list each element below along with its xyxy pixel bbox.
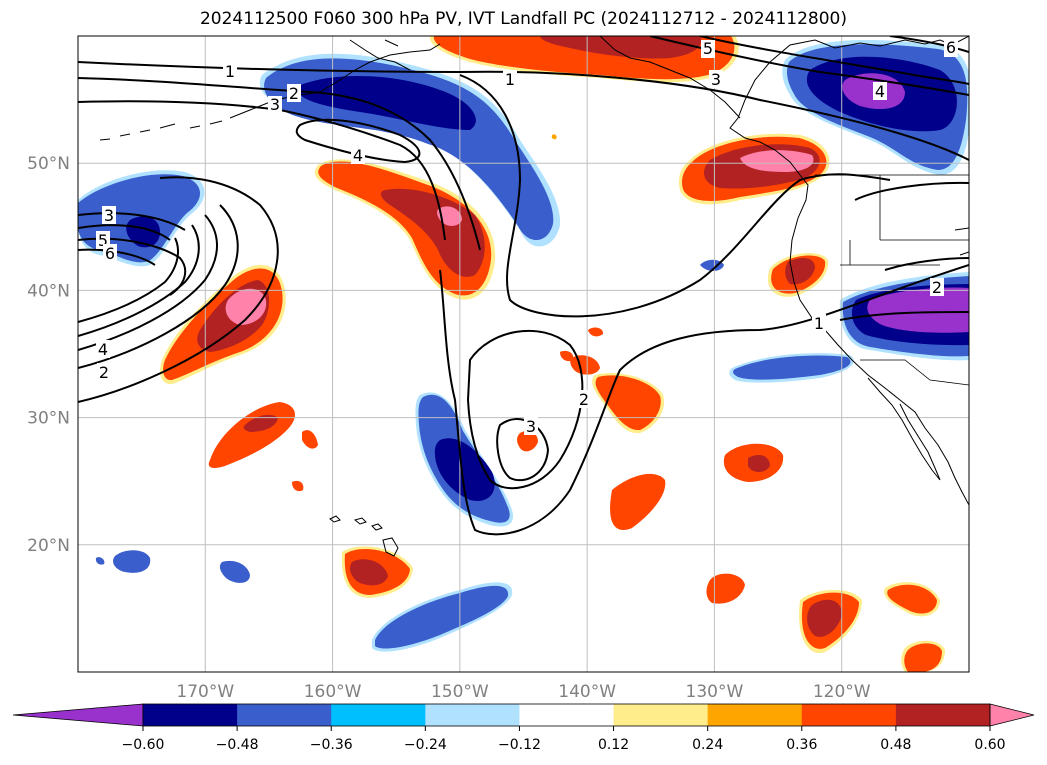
colorbar-segment xyxy=(707,704,803,726)
colorbar-tick-label: −0.36 xyxy=(310,737,353,753)
contour-label-4-north: 4 xyxy=(353,146,363,165)
contour-label-1-east: 1 xyxy=(814,314,824,333)
contour-label-4-west: 4 xyxy=(98,340,108,359)
colorbar-segment xyxy=(613,704,709,726)
map-title: 2024112500 F060 300 hPa PV, IVT Landfall… xyxy=(199,9,847,29)
contour-label-6-northeast: 6 xyxy=(946,38,956,57)
contour-label-1-north: 1 xyxy=(505,70,515,89)
colorbar-segment xyxy=(801,704,897,726)
contour-label-3-central: 3 xyxy=(526,417,536,436)
contour-label-3-west: 3 xyxy=(104,206,114,225)
negative-region-east xyxy=(729,272,969,383)
lat-tick-label: 50°N xyxy=(27,154,70,174)
contour-label-2-nw: 2 xyxy=(289,84,299,103)
positive-region-north-central xyxy=(314,159,496,300)
colorbar-tick-label: 0.60 xyxy=(974,737,1005,753)
contour-label-6-west: 6 xyxy=(105,244,115,263)
contour-label-4-northeast: 4 xyxy=(875,82,885,101)
map-frame xyxy=(77,35,970,673)
colorbar-segment xyxy=(237,704,332,726)
colorbar-tick-label: −0.48 xyxy=(216,737,259,753)
colorbar-tick-label: 0.12 xyxy=(598,737,629,753)
contour-label-2-central: 2 xyxy=(579,390,589,409)
colorbar-segment xyxy=(425,704,520,726)
contour-label-1-nw: 1 xyxy=(225,62,235,81)
pv-contour-lines xyxy=(78,36,969,536)
negative-region-north-pacific xyxy=(259,53,561,247)
lon-tick-label: 170°W xyxy=(176,682,234,702)
lon-tick-label: 160°W xyxy=(304,682,362,702)
colorbar-tick-label: −0.60 xyxy=(122,737,165,753)
positive-region-small xyxy=(208,134,945,672)
map-plot-area: 1 1 1 2 2 2 2 3 3 3 3 4 4 4 xyxy=(78,36,969,672)
contour-label-2-west: 2 xyxy=(99,363,109,382)
colorbar-tick-label: −0.24 xyxy=(404,737,447,753)
colorbar-segment xyxy=(143,704,238,726)
lon-tick-label: 130°W xyxy=(686,682,744,702)
positive-region-central xyxy=(517,327,665,452)
contour-label-3-nw: 3 xyxy=(270,95,280,114)
positive-region-east xyxy=(767,253,829,297)
colorbar: −0.60 −0.48 −0.36 −0.24 −0.12 0.12 0.24 0.36 0.4… xyxy=(12,703,1035,753)
lat-tick-label: 40°N xyxy=(27,281,70,301)
colorbar-segment xyxy=(519,704,615,726)
lon-tick-label: 120°W xyxy=(813,682,871,702)
contour-label-5-west: 5 xyxy=(98,231,108,250)
coastlines xyxy=(99,36,969,557)
contour-label-2-east: 2 xyxy=(932,278,942,297)
positive-region-west xyxy=(160,264,286,385)
lat-tick-label: 20°N xyxy=(27,536,70,556)
negative-region-small xyxy=(95,259,724,652)
lat-tick-label: 30°N xyxy=(27,409,70,429)
colorbar-tick-label: 0.24 xyxy=(692,737,723,753)
colorbar-segment xyxy=(895,704,991,726)
contour-labels: 1 1 1 2 2 2 2 3 3 3 3 4 4 4 xyxy=(96,38,958,436)
colorbar-segment xyxy=(331,704,426,726)
lon-tick-label: 150°W xyxy=(431,682,489,702)
colorbar-extend-high xyxy=(989,703,1035,727)
latitude-labels: 20°N 30°N 40°N 50°N xyxy=(27,154,70,556)
colorbar-tick-label: 0.48 xyxy=(880,737,911,753)
colorbar-tick-label: 0.36 xyxy=(786,737,817,753)
colorbar-frame xyxy=(142,703,991,727)
graticule xyxy=(78,36,969,672)
contour-label-3-northeast: 3 xyxy=(711,70,721,89)
colorbar-extend-low xyxy=(12,703,144,727)
positive-region-north xyxy=(429,36,739,83)
negative-region-central xyxy=(415,392,514,527)
lon-tick-label: 140°W xyxy=(558,682,616,702)
longitude-labels: 170°W 160°W 150°W 140°W 130°W 120°W xyxy=(176,682,870,702)
colorbar-tick-label: −0.12 xyxy=(498,737,541,753)
contour-label-5-north: 5 xyxy=(703,39,713,58)
